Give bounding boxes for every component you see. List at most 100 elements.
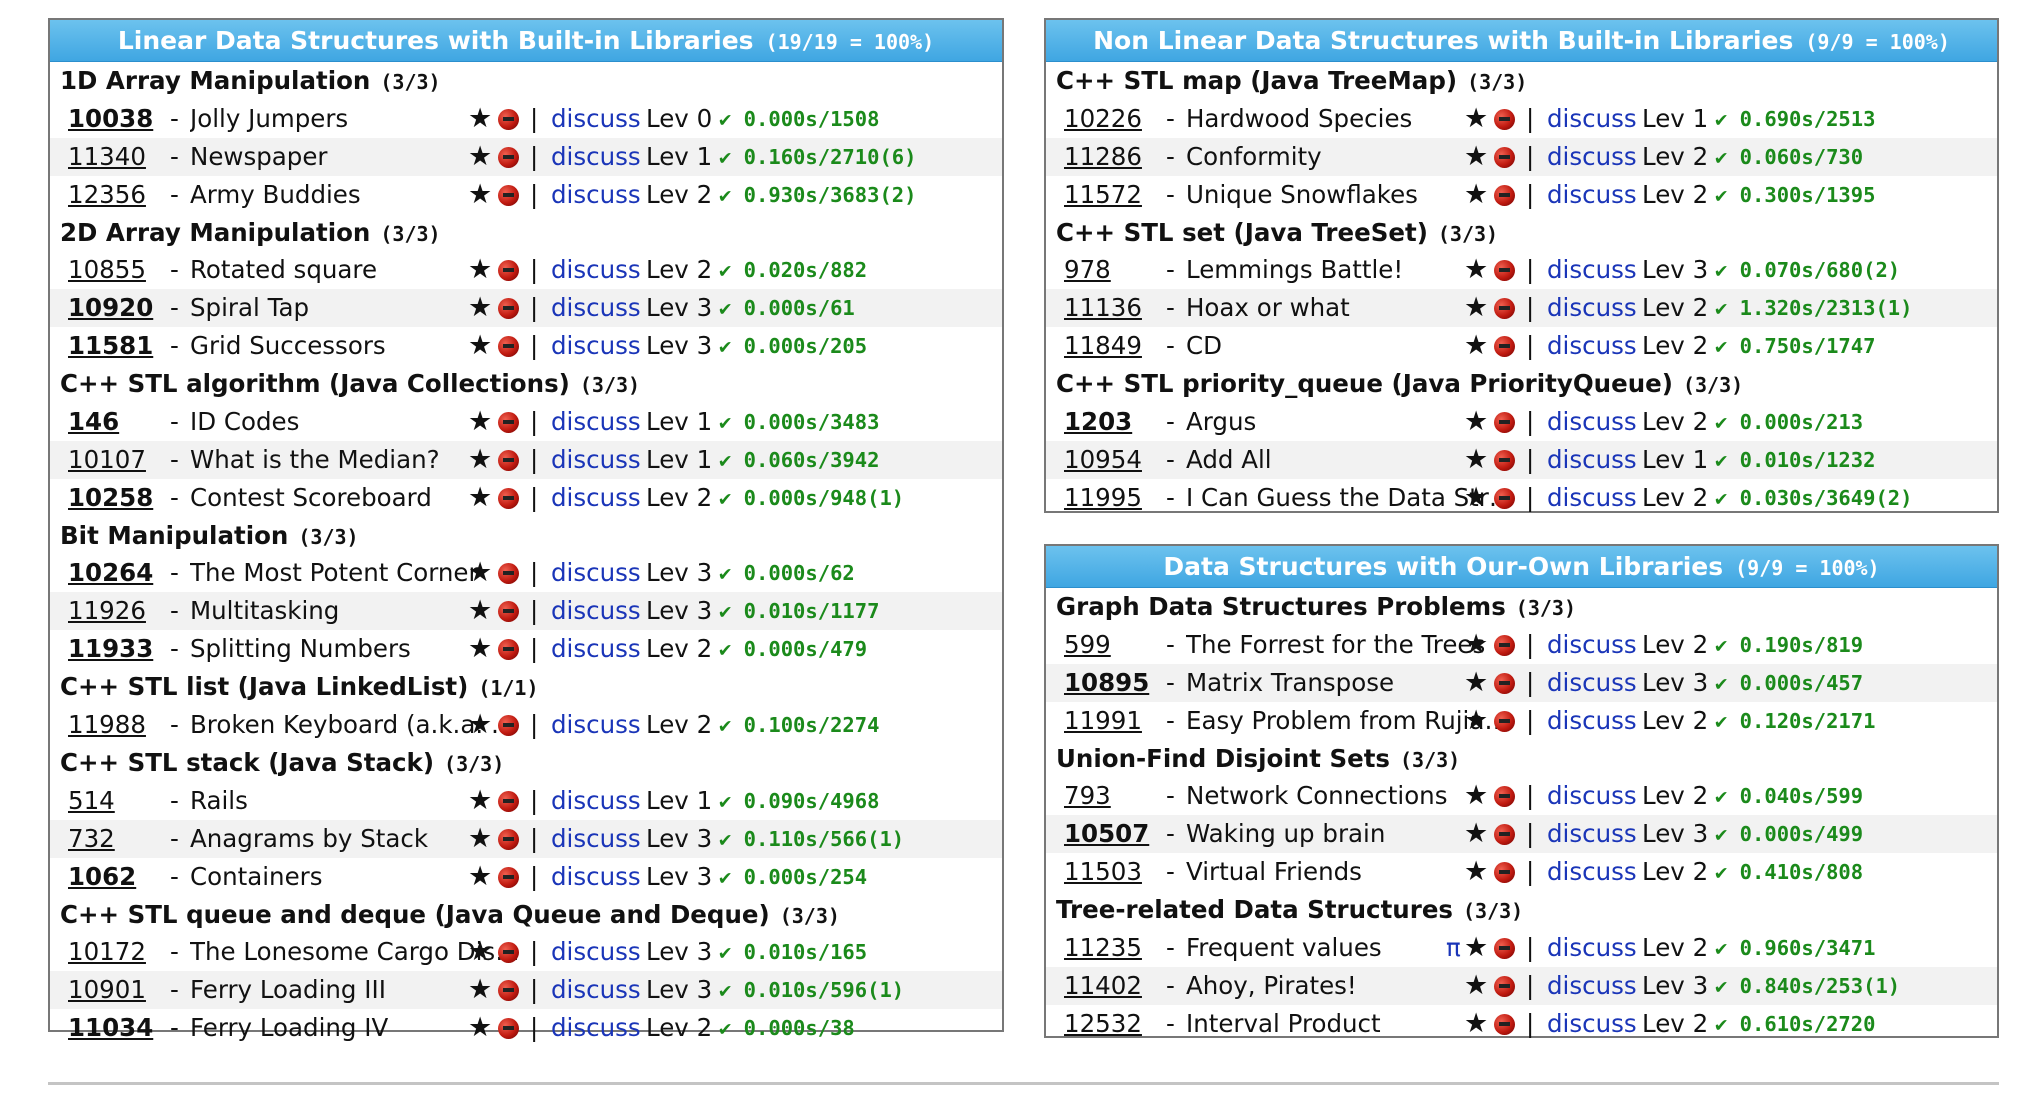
discuss-link[interactable]: discuss [551,331,641,361]
problem-id-link[interactable]: 793 [1064,781,1111,811]
bug-icon[interactable] [498,449,519,471]
discuss-link[interactable]: discuss [1547,970,1637,1000]
problem-id-link[interactable]: 11581 [68,331,154,361]
bug-icon[interactable] [498,714,519,736]
star-icon[interactable]: ★ [468,443,493,475]
discuss-link[interactable]: discuss [551,785,641,815]
star-icon[interactable]: ★ [1464,704,1489,736]
bug-icon[interactable] [498,866,519,888]
problem-id-link[interactable]: 11286 [1064,141,1142,171]
discuss-link[interactable]: discuss [1547,819,1637,849]
pi-link[interactable]: π [1446,932,1461,962]
star-icon[interactable]: ★ [468,784,493,816]
star-icon[interactable]: ★ [1464,140,1489,172]
star-icon[interactable]: ★ [468,822,493,854]
star-icon[interactable]: ★ [1464,178,1489,210]
discuss-link[interactable]: discuss [1547,331,1637,361]
star-icon[interactable]: ★ [1464,628,1489,660]
bug-icon[interactable] [498,298,519,320]
problem-id-link[interactable]: 11136 [1064,293,1142,323]
discuss-link[interactable]: discuss [551,293,641,323]
bug-icon[interactable] [1494,487,1515,509]
discuss-link[interactable]: discuss [1547,932,1637,962]
problem-id-link[interactable]: 11340 [68,141,146,171]
problem-id-link[interactable]: 11034 [68,1013,154,1043]
discuss-link[interactable]: discuss [1547,781,1637,811]
star-icon[interactable]: ★ [1464,292,1489,324]
problem-id-link[interactable]: 10107 [68,444,146,474]
problem-id-link[interactable]: 11402 [1064,970,1142,1000]
discuss-link[interactable]: discuss [551,103,641,133]
star-icon[interactable]: ★ [468,1012,493,1044]
bug-icon[interactable] [498,563,519,585]
problem-id-link[interactable]: 732 [68,823,115,853]
star-icon[interactable]: ★ [468,330,493,362]
bug-icon[interactable] [1494,975,1515,997]
star-icon[interactable]: ★ [468,595,493,627]
discuss-link[interactable]: discuss [551,975,641,1005]
discuss-link[interactable]: discuss [551,179,641,209]
star-icon[interactable]: ★ [1464,780,1489,812]
discuss-link[interactable]: discuss [1547,141,1637,171]
bug-icon[interactable] [1494,298,1515,320]
problem-id-link[interactable]: 10895 [1064,667,1150,697]
bug-icon[interactable] [498,828,519,850]
discuss-link[interactable]: discuss [551,444,641,474]
problem-id-link[interactable]: 11503 [1064,857,1142,887]
discuss-link[interactable]: discuss [551,255,641,285]
problem-id-link[interactable]: 514 [68,785,115,815]
star-icon[interactable]: ★ [1464,1007,1489,1039]
discuss-link[interactable]: discuss [1547,667,1637,697]
star-icon[interactable]: ★ [468,974,493,1006]
problem-id-link[interactable]: 11849 [1064,331,1142,361]
star-icon[interactable]: ★ [1464,666,1489,698]
discuss-link[interactable]: discuss [1547,629,1637,659]
discuss-link[interactable]: discuss [551,709,641,739]
discuss-link[interactable]: discuss [1547,103,1637,133]
problem-id-link[interactable]: 10226 [1064,103,1142,133]
problem-id-link[interactable]: 10172 [68,937,146,967]
discuss-link[interactable]: discuss [551,596,641,626]
discuss-link[interactable]: discuss [551,823,641,853]
bug-icon[interactable] [1494,786,1515,808]
problem-id-link[interactable]: 12356 [68,179,146,209]
star-icon[interactable]: ★ [468,292,493,324]
star-icon[interactable]: ★ [1464,405,1489,437]
discuss-link[interactable]: discuss [551,558,641,588]
problem-id-link[interactable]: 10264 [68,558,154,588]
bug-icon[interactable] [1494,634,1515,656]
star-icon[interactable]: ★ [468,140,493,172]
problem-id-link[interactable]: 11991 [1064,705,1142,735]
bug-icon[interactable] [1494,710,1515,732]
star-icon[interactable]: ★ [1464,102,1489,134]
bug-icon[interactable] [498,108,519,130]
bug-icon[interactable] [498,260,519,282]
discuss-link[interactable]: discuss [551,482,641,512]
discuss-link[interactable]: discuss [551,1013,641,1043]
bug-icon[interactable] [498,487,519,509]
star-icon[interactable]: ★ [468,633,493,665]
bug-icon[interactable] [1494,146,1515,168]
problem-id-link[interactable]: 12532 [1064,1008,1142,1038]
discuss-link[interactable]: discuss [1547,705,1637,735]
star-icon[interactable]: ★ [468,254,493,286]
bug-icon[interactable] [498,1018,519,1040]
discuss-link[interactable]: discuss [551,861,641,891]
bug-icon[interactable] [498,411,519,433]
star-icon[interactable]: ★ [468,936,493,968]
star-icon[interactable]: ★ [1464,330,1489,362]
star-icon[interactable]: ★ [1464,969,1489,1001]
problem-id-link[interactable]: 11988 [68,709,146,739]
discuss-link[interactable]: discuss [1547,482,1637,512]
star-icon[interactable]: ★ [1464,443,1489,475]
problem-id-link[interactable]: 10954 [1064,444,1142,474]
problem-id-link[interactable]: 10920 [68,293,154,323]
problem-id-link[interactable]: 146 [68,406,120,436]
bug-icon[interactable] [498,146,519,168]
problem-id-link[interactable]: 11572 [1064,179,1142,209]
problem-id-link[interactable]: 10901 [68,975,146,1005]
discuss-link[interactable]: discuss [551,406,641,436]
bug-icon[interactable] [1494,1013,1515,1035]
star-icon[interactable]: ★ [468,860,493,892]
bug-icon[interactable] [498,184,519,206]
